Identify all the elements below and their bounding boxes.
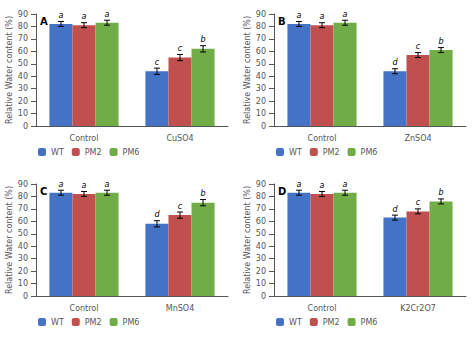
- svg-text:a: a: [320, 12, 325, 21]
- svg-text:PM2: PM2: [323, 318, 340, 327]
- svg-text:PM6: PM6: [123, 148, 140, 157]
- svg-text:PM6: PM6: [361, 148, 378, 157]
- svg-text:B: B: [278, 16, 286, 27]
- svg-text:c: c: [178, 202, 183, 211]
- svg-text:Control: Control: [70, 134, 99, 143]
- svg-text:20: 20: [256, 267, 266, 276]
- svg-text:a: a: [343, 10, 348, 19]
- svg-text:c: c: [155, 58, 160, 67]
- svg-text:Control: Control: [70, 304, 99, 313]
- svg-text:30: 30: [256, 254, 266, 263]
- svg-text:0: 0: [23, 122, 28, 131]
- svg-text:20: 20: [256, 97, 266, 106]
- svg-text:A: A: [40, 16, 48, 27]
- svg-text:10: 10: [18, 109, 28, 118]
- svg-text:50: 50: [18, 229, 28, 238]
- svg-text:70: 70: [18, 34, 28, 43]
- svg-text:b: b: [201, 35, 206, 44]
- svg-text:20: 20: [18, 97, 28, 106]
- svg-text:50: 50: [256, 59, 266, 68]
- svg-text:PM6: PM6: [361, 318, 378, 327]
- svg-text:10: 10: [256, 109, 266, 118]
- svg-text:b: b: [201, 189, 206, 198]
- svg-text:20: 20: [18, 267, 28, 276]
- svg-text:b: b: [439, 188, 444, 197]
- svg-text:10: 10: [18, 279, 28, 288]
- svg-text:Control: Control: [308, 304, 337, 313]
- svg-text:80: 80: [256, 192, 266, 201]
- svg-text:0: 0: [23, 292, 28, 301]
- svg-text:d: d: [392, 205, 398, 214]
- svg-text:90: 90: [18, 10, 28, 19]
- svg-text:a: a: [82, 12, 87, 21]
- svg-text:90: 90: [256, 180, 266, 189]
- svg-text:Relative Water content (%): Relative Water content (%): [5, 186, 14, 294]
- svg-text:50: 50: [256, 229, 266, 238]
- svg-text:Control: Control: [308, 134, 337, 143]
- svg-text:30: 30: [18, 254, 28, 263]
- svg-text:a: a: [105, 180, 110, 189]
- svg-text:40: 40: [18, 72, 28, 81]
- svg-text:a: a: [82, 181, 87, 190]
- svg-text:90: 90: [18, 180, 28, 189]
- svg-text:30: 30: [18, 84, 28, 93]
- svg-text:60: 60: [18, 217, 28, 226]
- svg-text:60: 60: [256, 217, 266, 226]
- svg-text:c: c: [416, 198, 421, 207]
- svg-text:a: a: [105, 10, 110, 19]
- svg-text:D: D: [278, 186, 286, 197]
- svg-text:d: d: [154, 210, 160, 219]
- svg-text:WT: WT: [51, 148, 64, 157]
- svg-text:c: c: [416, 42, 421, 51]
- svg-text:ZnSO4: ZnSO4: [404, 134, 431, 143]
- svg-text:70: 70: [256, 204, 266, 213]
- svg-text:c: c: [178, 44, 183, 53]
- svg-text:d: d: [392, 58, 398, 67]
- svg-text:90: 90: [256, 10, 266, 19]
- svg-text:Relative Water content (%): Relative Water content (%): [243, 186, 252, 294]
- svg-text:10: 10: [256, 279, 266, 288]
- svg-text:80: 80: [18, 22, 28, 31]
- svg-text:a: a: [59, 180, 64, 189]
- svg-text:CuSO4: CuSO4: [166, 134, 193, 143]
- svg-text:PM2: PM2: [323, 148, 340, 157]
- svg-text:70: 70: [18, 204, 28, 213]
- svg-text:b: b: [439, 37, 444, 46]
- svg-text:Relative Water content (%): Relative Water content (%): [243, 16, 252, 124]
- svg-text:a: a: [343, 180, 348, 189]
- svg-text:70: 70: [256, 34, 266, 43]
- svg-text:60: 60: [18, 47, 28, 56]
- svg-text:WT: WT: [289, 318, 302, 327]
- svg-text:a: a: [320, 181, 325, 190]
- svg-text:50: 50: [18, 59, 28, 68]
- svg-text:0: 0: [261, 292, 266, 301]
- svg-text:MnSO4: MnSO4: [166, 304, 194, 313]
- svg-text:a: a: [297, 180, 302, 189]
- svg-text:40: 40: [256, 72, 266, 81]
- svg-text:60: 60: [256, 47, 266, 56]
- svg-text:80: 80: [18, 192, 28, 201]
- svg-text:WT: WT: [51, 318, 64, 327]
- svg-text:WT: WT: [289, 148, 302, 157]
- svg-text:0: 0: [261, 122, 266, 131]
- svg-text:C: C: [40, 186, 47, 197]
- svg-text:80: 80: [256, 22, 266, 31]
- svg-text:K2Cr2O7: K2Cr2O7: [400, 304, 436, 313]
- svg-text:a: a: [297, 11, 302, 20]
- svg-text:30: 30: [256, 84, 266, 93]
- svg-text:PM6: PM6: [123, 318, 140, 327]
- svg-text:PM2: PM2: [85, 148, 102, 157]
- svg-text:40: 40: [256, 242, 266, 251]
- svg-text:40: 40: [18, 242, 28, 251]
- svg-text:a: a: [59, 11, 64, 20]
- svg-text:Relative Water content (%): Relative Water content (%): [5, 16, 14, 124]
- svg-text:PM2: PM2: [85, 318, 102, 327]
